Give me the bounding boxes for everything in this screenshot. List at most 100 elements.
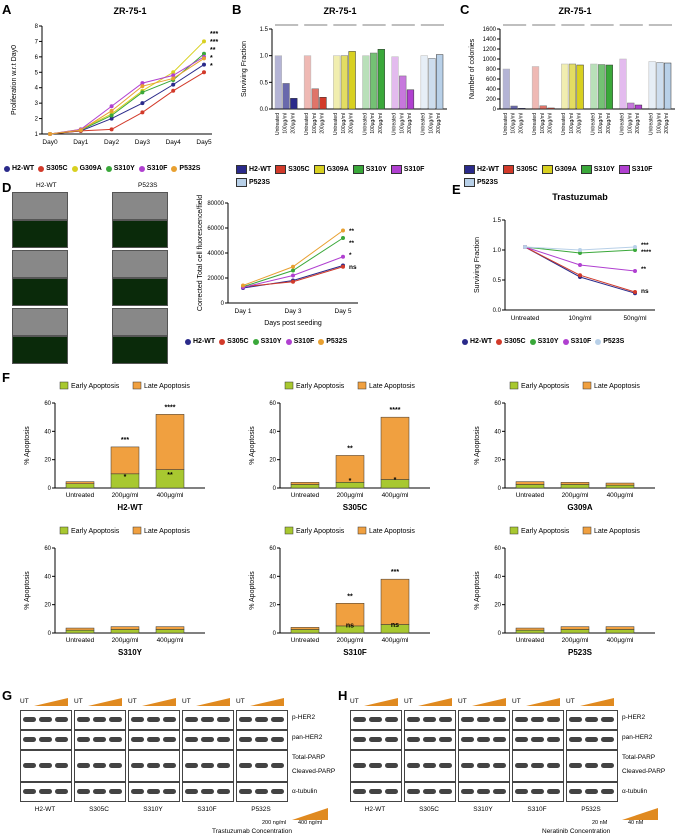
bar (362, 55, 370, 110)
legend-label: P532S (326, 338, 348, 345)
blot-band (515, 717, 528, 722)
y-tick-label: 400 (486, 87, 497, 93)
ut-label: UT (74, 698, 83, 705)
blot-band (601, 763, 614, 768)
legend-label: S305C (46, 165, 68, 172)
x-axis-label: Days post seeding (264, 320, 322, 327)
y-tick-label: 60000 (207, 226, 224, 232)
legend-swatch (185, 338, 191, 345)
data-point (341, 236, 345, 240)
blot-band (201, 717, 214, 722)
concentration-triangle (250, 698, 284, 706)
y-axis-label: Corrected Total cell fluorescence/field (197, 195, 204, 311)
blot-band (271, 763, 284, 768)
bar (510, 105, 518, 110)
data-point (341, 264, 345, 269)
significance-mark: ** (641, 266, 647, 273)
blot-band (585, 763, 598, 768)
y-tick-label: 80000 (207, 201, 224, 207)
blot-band (255, 717, 268, 722)
x-tick-label: Day3 (135, 139, 151, 146)
legend-swatch (503, 165, 515, 174)
x-tick-label: 100µg/ml (370, 113, 376, 134)
y-tick-label: 20 (494, 458, 501, 464)
significance-mark: ns (391, 622, 399, 629)
data-point (78, 128, 83, 133)
bar-late (560, 626, 590, 630)
blot-band (239, 717, 252, 722)
ut-label: UT (566, 698, 575, 705)
brightfield-image (12, 308, 68, 336)
bar (420, 55, 428, 110)
blot-band (601, 717, 614, 722)
x-tick-label: Day2 (104, 139, 120, 146)
y-tick-label: 40000 (207, 251, 224, 257)
y-tick-label: 600 (486, 77, 497, 83)
protein-label: Cleaved-PARP (292, 768, 336, 775)
concentration-legend-triangle (292, 808, 328, 820)
x-tick-label: Untreated (275, 113, 281, 135)
blot-band (201, 763, 214, 768)
significance-mark: *** (210, 31, 218, 38)
bar-early (290, 629, 320, 634)
bar (391, 56, 399, 110)
x-tick-label: Day 1 (235, 308, 252, 315)
apoptosis-chart: 0 20 40 60 % Apoptosis Early Apoptosis Late Ap… (474, 526, 655, 657)
bar (436, 54, 444, 110)
legend-label: S305C (516, 166, 538, 173)
data-point (633, 248, 637, 252)
legend-label: S305C (504, 338, 526, 345)
legend-item: G309A (313, 165, 349, 174)
x-tick-label: Untreated (421, 113, 427, 135)
x-tick-label: 200µg/ml (562, 637, 589, 644)
legend-swatch (562, 338, 569, 345)
blot-band (147, 717, 160, 722)
bar-late (155, 414, 185, 470)
legend-item: S305C (503, 165, 538, 174)
x-tick-label: 200µg/ml (337, 637, 364, 644)
legend-label: S310F (146, 165, 168, 172)
legend-swatch (496, 338, 503, 345)
x-tick-label: Untreated (561, 113, 567, 135)
significance-mark: * (124, 474, 127, 481)
legend-swatch (252, 338, 259, 345)
panel-c-label: C (460, 2, 470, 17)
blot-band (531, 789, 544, 794)
legend-item: S310Y (352, 165, 387, 174)
panel-g-label: G (2, 688, 13, 703)
legend-label: H2-WT (470, 338, 493, 345)
bar-late (65, 481, 95, 484)
legend-swatch (219, 338, 226, 345)
bar-late (515, 481, 545, 485)
data-point (633, 290, 637, 294)
bar (664, 62, 672, 110)
panel-a-label: A (2, 2, 12, 17)
significance-mark: ns (346, 622, 354, 629)
brightfield-image (112, 250, 168, 278)
data-point (171, 88, 176, 93)
legend-item: S310F (562, 338, 592, 345)
concentration-triangle (580, 698, 614, 706)
blot-band (271, 737, 284, 742)
blot-band (271, 789, 284, 794)
bar (531, 66, 540, 110)
x-tick-label: 200µg/ml (664, 113, 670, 134)
bar (634, 104, 643, 110)
y-tick-label: 200 (486, 97, 497, 103)
panel-e-title: Trastuzumab (552, 192, 608, 202)
fluorescence-image (112, 336, 168, 364)
bar (605, 64, 613, 110)
legend-label: S310F (570, 338, 592, 345)
blot-band (77, 717, 90, 722)
panel-h-label: H (338, 688, 348, 703)
y-tick-label: 40 (269, 574, 276, 580)
blot-band (131, 763, 144, 768)
bar-late (290, 482, 320, 485)
apoptosis-chart: 0 20 40 60 % Apoptosis Early Apoptosis Late Ap… (249, 381, 430, 512)
x-tick-label: 200µg/ml (407, 113, 413, 134)
x-tick-label: 400µg/ml (607, 637, 634, 644)
y-tick-label: 800 (486, 67, 497, 73)
y-tick-label: 20 (269, 458, 276, 464)
bar (590, 63, 598, 110)
